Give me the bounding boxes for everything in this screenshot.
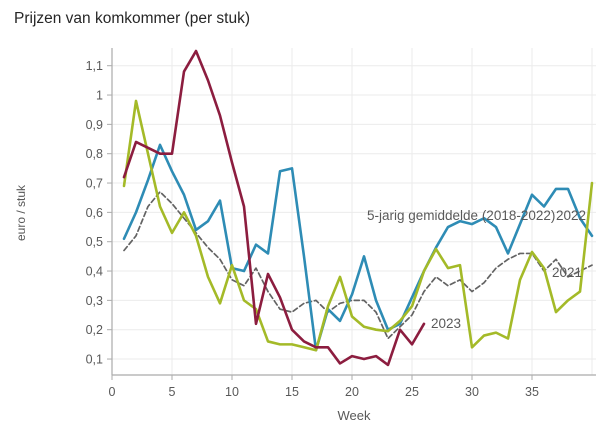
y-tick-label: 0,3 xyxy=(86,294,103,308)
y-tick-label: 0,8 xyxy=(86,147,103,161)
x-tick-label: 5 xyxy=(169,385,176,399)
x-tick-label: 20 xyxy=(345,385,359,399)
x-tick-label: 35 xyxy=(525,385,539,399)
annotation-label-2021: 2021 xyxy=(552,265,582,280)
x-tick-label: 10 xyxy=(225,385,239,399)
annotation-label-2023: 2023 xyxy=(431,316,461,331)
y-tick-label: 0,9 xyxy=(86,118,103,132)
y-tick-label: 1 xyxy=(96,89,103,103)
y-tick-label: 0,5 xyxy=(86,235,103,249)
x-tick-label: 0 xyxy=(109,385,116,399)
annotation-avg-label: 5-jarig gemiddelde (2018-2022) xyxy=(367,208,555,223)
x-axis-title: Week xyxy=(337,408,371,423)
y-tick-label: 0,6 xyxy=(86,206,103,220)
y-tick-label: 0,1 xyxy=(86,353,103,367)
y-tick-label: 0,2 xyxy=(86,323,103,337)
x-tick-label: 25 xyxy=(405,385,419,399)
series-line-2022 xyxy=(122,143,594,352)
annotation-label-2022: 2022 xyxy=(556,208,586,223)
y-tick-label: 0,4 xyxy=(86,265,103,279)
x-tick-label: 15 xyxy=(285,385,299,399)
series-line-2021 xyxy=(122,99,594,352)
chart-title: Prijzen van komkommer (per stuk) xyxy=(14,10,251,27)
y-tick-label: 0,7 xyxy=(86,177,103,191)
series-line-2023 xyxy=(122,49,426,367)
series-line-5-jarig-gemiddelde-2018-2022- xyxy=(123,190,593,340)
y-tick-label: 1,1 xyxy=(86,59,103,73)
x-tick-label: 30 xyxy=(465,385,479,399)
